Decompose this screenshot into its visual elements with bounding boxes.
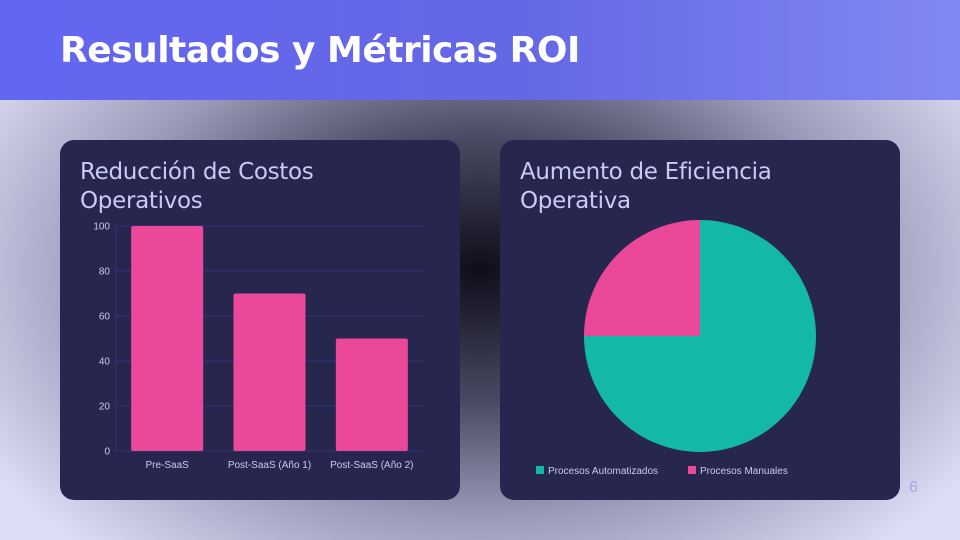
y-tick-label: 100 (93, 222, 110, 233)
bar (335, 338, 408, 451)
pie-slice (584, 220, 700, 336)
y-axis-ticks: 0 20 40 60 80 100 (93, 222, 110, 458)
efficiency-card: Aumento de Eficiencia Operativa Procesos… (500, 140, 900, 500)
x-tick-label: Post-SaaS (Año 2) (330, 460, 413, 471)
cost-reduction-title: Reducción de Costos Operativos (80, 159, 314, 214)
legend-label: Procesos Manuales (700, 466, 788, 477)
bar (233, 293, 306, 451)
pie-slices (584, 220, 816, 452)
legend-swatch (688, 466, 696, 474)
y-tick-label: 80 (99, 267, 111, 278)
chart-legend: Procesos Automatizados Procesos Manuales (536, 466, 788, 477)
y-tick-label: 40 (99, 357, 111, 368)
x-tick-label: Pre-SaaS (145, 460, 189, 471)
efficiency-title: Aumento de Eficiencia Operativa (520, 159, 772, 214)
x-axis-labels: Pre-SaaS Post-SaaS (Año 1) Post-SaaS (Año … (145, 460, 413, 471)
efficiency-pie-chart: Procesos Automatizados Procesos Manuales (536, 220, 816, 477)
cost-reduction-card: Reducción de Costos Operativos 0 20 40 60 80… (60, 140, 460, 500)
cost-reduction-bar-chart: 0 20 40 60 80 100 Pre-SaaS Post-SaaS (Año 1) Po… (93, 222, 423, 471)
legend-swatch (536, 466, 544, 474)
page-number: 6 (909, 479, 918, 496)
y-tick-label: 20 (99, 402, 111, 413)
slide-title: Resultados y Métricas ROI (60, 30, 580, 71)
legend-label: Procesos Automatizados (548, 466, 658, 477)
bar-series (131, 226, 408, 451)
y-tick-label: 60 (99, 312, 111, 323)
bar (131, 226, 204, 451)
y-tick-label: 0 (104, 447, 110, 458)
x-tick-label: Post-SaaS (Año 1) (228, 460, 311, 471)
slide-header: Resultados y Métricas ROI (0, 0, 960, 100)
